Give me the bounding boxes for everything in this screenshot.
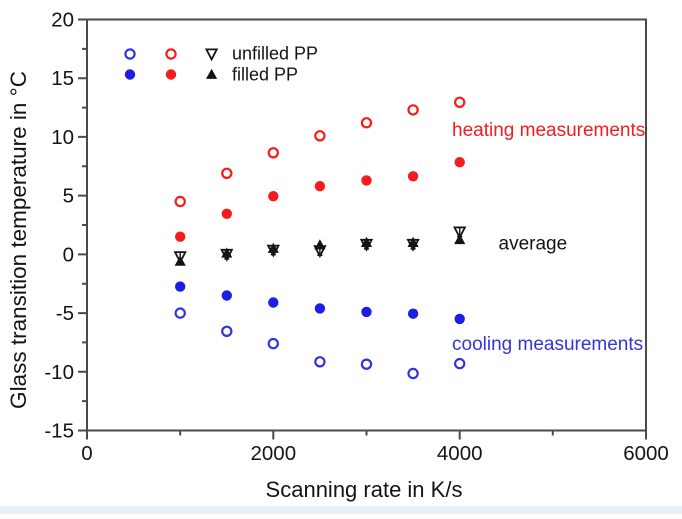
svg-text:10: 10 — [51, 126, 74, 149]
svg-text:average: average — [499, 234, 568, 255]
svg-text:filled PP: filled PP — [232, 65, 298, 85]
svg-text:-15: -15 — [44, 420, 74, 443]
svg-text:-5: -5 — [56, 302, 74, 325]
svg-text:Scanning rate in K/s: Scanning rate in K/s — [266, 477, 463, 502]
svg-text:6000: 6000 — [623, 442, 669, 465]
svg-text:2000: 2000 — [250, 442, 296, 465]
svg-text:20: 20 — [51, 9, 74, 32]
svg-text:0: 0 — [63, 243, 74, 266]
svg-text:cooling measurements: cooling measurements — [452, 334, 643, 355]
svg-text:Glass transition temperature i: Glass transition temperature in °C — [6, 71, 31, 409]
svg-text:unfilled PP: unfilled PP — [232, 44, 318, 64]
svg-text:heating measurements: heating measurements — [452, 120, 645, 141]
svg-text:15: 15 — [51, 67, 74, 90]
svg-text:4000: 4000 — [437, 442, 483, 465]
svg-text:0: 0 — [81, 442, 92, 465]
svg-text:5: 5 — [63, 185, 74, 208]
svg-text:-10: -10 — [44, 361, 74, 384]
